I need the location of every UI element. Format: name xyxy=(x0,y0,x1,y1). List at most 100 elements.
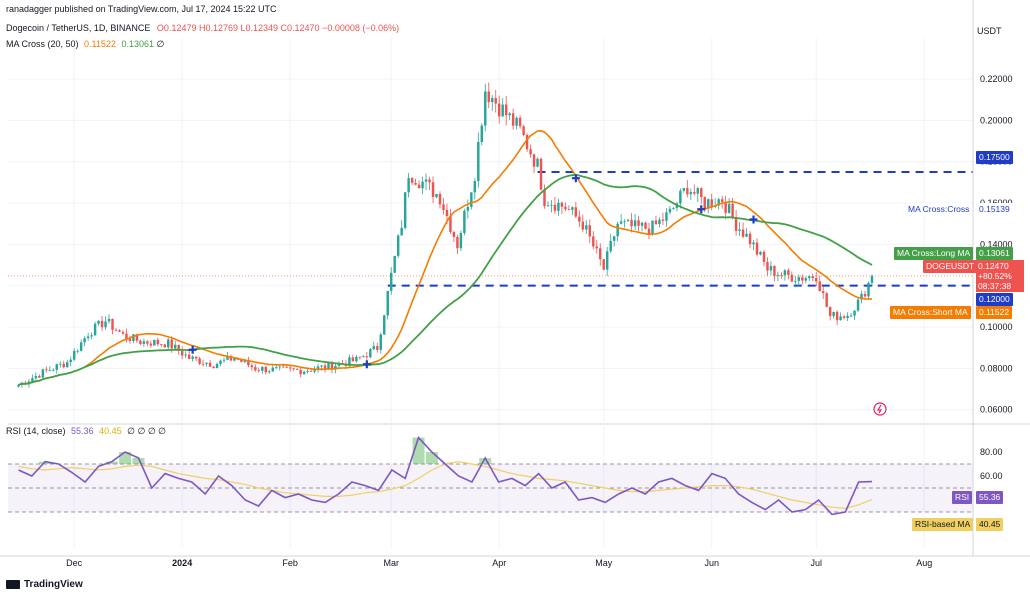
level-120-tag: 0.12000 xyxy=(976,293,1013,306)
ohlc-values: O0.12479 H0.12769 L0.12349 C0.12470 −0.0… xyxy=(156,23,400,33)
candle-body xyxy=(518,117,522,127)
candle-body xyxy=(389,272,393,291)
candle-body xyxy=(268,371,271,373)
level-175-tag: 0.17500 xyxy=(976,151,1013,164)
rsi-overbought-fill xyxy=(132,458,145,464)
time-tick-label: 2024 xyxy=(172,558,192,568)
candle-body xyxy=(379,334,382,350)
candle-body xyxy=(396,235,400,256)
candle-body xyxy=(288,367,292,369)
candle-body xyxy=(334,365,337,370)
candle-body xyxy=(146,341,149,344)
candle-body xyxy=(835,311,839,321)
candle-body xyxy=(407,177,410,193)
candle-body xyxy=(198,358,201,364)
rsi-value: 55.36 xyxy=(71,426,94,436)
candle-body xyxy=(818,281,821,292)
dogeusdt-timer: 08:37:38 xyxy=(978,281,1012,291)
cross-marker xyxy=(749,215,758,224)
candle-body xyxy=(710,199,713,207)
candle-body xyxy=(295,369,299,371)
candle-body xyxy=(571,207,574,210)
candle-body xyxy=(497,103,501,117)
candle-body xyxy=(546,205,550,207)
candle-body xyxy=(463,210,466,233)
candle-body xyxy=(738,229,741,231)
candle-body xyxy=(135,334,139,341)
candle-body xyxy=(438,194,442,205)
candle-body xyxy=(240,359,243,362)
price-tick-label: 0.22000 xyxy=(980,74,1013,84)
candle-body xyxy=(686,188,689,195)
candle-body xyxy=(410,177,414,183)
candle-body xyxy=(665,212,668,221)
candle-body xyxy=(640,222,644,226)
candle-body xyxy=(529,149,532,155)
candle-body xyxy=(808,276,811,279)
cross-marker xyxy=(697,205,706,214)
candle-body xyxy=(491,98,494,103)
candle-body xyxy=(599,248,602,260)
candle-body xyxy=(797,277,801,281)
candle-body xyxy=(121,331,125,334)
candle-body xyxy=(330,362,334,370)
candle-body xyxy=(250,365,254,368)
candle-body xyxy=(45,369,48,371)
candle-body xyxy=(160,344,163,345)
candle-body xyxy=(508,113,511,116)
candle-body xyxy=(581,221,585,230)
candle-body xyxy=(466,206,470,211)
candle-body xyxy=(41,369,45,378)
candle-body xyxy=(752,242,755,245)
candle-body xyxy=(111,318,114,330)
candle-body xyxy=(480,125,484,143)
time-tick-label: Mar xyxy=(383,558,399,568)
candle-body xyxy=(745,233,748,237)
candle-body xyxy=(849,315,853,317)
rsi-overbought-fill xyxy=(479,458,492,464)
candle-body xyxy=(731,203,734,218)
candle-body xyxy=(48,370,52,372)
candle-body xyxy=(62,363,65,368)
candle-body xyxy=(184,354,187,356)
candle-body xyxy=(654,220,658,225)
candle-body xyxy=(487,91,490,103)
candle-body xyxy=(707,199,710,209)
candle-body xyxy=(557,202,560,211)
candle-body xyxy=(860,293,863,300)
candle-body xyxy=(477,142,480,182)
cross-label-tag: MA Cross:Cross xyxy=(905,203,973,216)
candle-body xyxy=(525,134,529,150)
candle-body xyxy=(163,344,166,348)
candle-body xyxy=(351,357,355,362)
candle-body xyxy=(560,202,564,207)
price-tick-label: 0.20000 xyxy=(980,115,1013,125)
ma-empty-glyph: ∅ xyxy=(156,39,165,49)
candle-body xyxy=(254,367,257,371)
candle-body xyxy=(55,364,58,370)
candle-body xyxy=(194,356,198,359)
candle-body xyxy=(229,356,233,361)
moving-averages xyxy=(18,129,873,386)
candle-body xyxy=(431,182,435,198)
candle-body xyxy=(626,219,630,221)
candle-body xyxy=(139,340,142,345)
candle-body xyxy=(219,360,222,364)
candle-body xyxy=(149,343,153,346)
candle-body xyxy=(118,330,121,332)
price-tick-label: 0.14000 xyxy=(980,239,1013,249)
candle-body xyxy=(153,339,156,346)
candle-body xyxy=(376,346,379,350)
candle-body xyxy=(633,220,637,227)
candle-body xyxy=(285,366,288,368)
candle-body xyxy=(174,344,177,349)
candle-body xyxy=(180,351,184,356)
rsi-tick-label: 60.00 xyxy=(980,471,1003,481)
candle-body xyxy=(578,216,581,222)
candle-body xyxy=(365,356,369,358)
candle-body xyxy=(766,262,769,271)
candle-body xyxy=(257,370,261,372)
candle-body xyxy=(170,339,173,349)
candle-body xyxy=(804,278,807,281)
